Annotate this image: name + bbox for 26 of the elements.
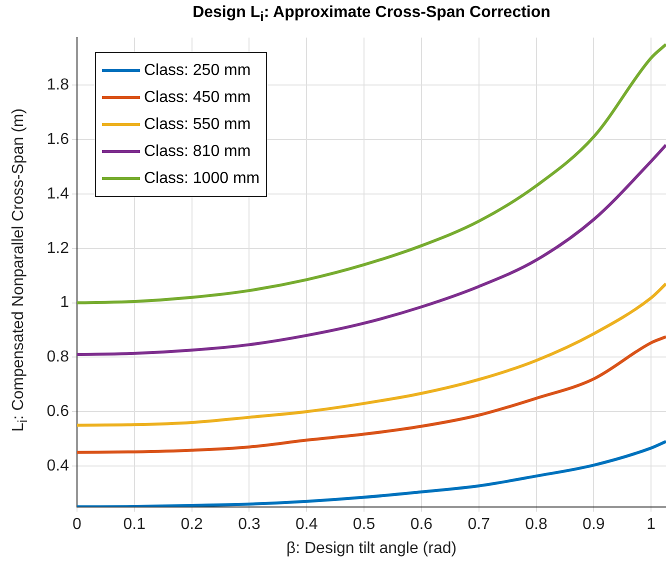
legend-label: Class: 810 mm [144, 142, 251, 160]
y-tick-label: 1.2 [46, 240, 70, 257]
x-tick-label: 0.8 [525, 516, 548, 533]
y-tick-label: 0.6 [46, 403, 70, 420]
x-axis-title: β: Design tilt angle (rad) [285, 540, 458, 558]
x-tick-label: 0.1 [123, 516, 146, 533]
legend-label: Class: 250 mm [144, 62, 251, 80]
chart-title: Design L$_{i}$: Approximate Cross-Span Correction [192, 4, 552, 24]
x-tick-label: 0.3 [238, 516, 260, 533]
y-tick-label: 1 [60, 294, 70, 312]
x-tick-label: 1 [646, 516, 656, 533]
y-tick-label: 0.4 [46, 457, 70, 474]
x-tick-label: 0.9 [582, 516, 605, 533]
x-tick-label: 0.4 [296, 516, 318, 533]
x-tick-label: 0.6 [410, 516, 433, 533]
x-tick-label: 0.7 [468, 516, 490, 533]
y-tick-label: 0.8 [46, 348, 70, 366]
legend-label: Class: 450 mm [144, 88, 251, 106]
y-tick-label: 1.8 [46, 76, 70, 94]
x-tick-label: 0.2 [180, 516, 204, 533]
legend-label: Class: 1000 mm [144, 170, 260, 188]
y-tick-label: 1.4 [46, 185, 70, 202]
y-tick-label: 1.6 [46, 131, 70, 148]
legend-label: Class: 550 mm [144, 116, 251, 134]
x-tick-label: 0 [72, 516, 82, 533]
x-tick-label: 0.5 [352, 516, 376, 533]
